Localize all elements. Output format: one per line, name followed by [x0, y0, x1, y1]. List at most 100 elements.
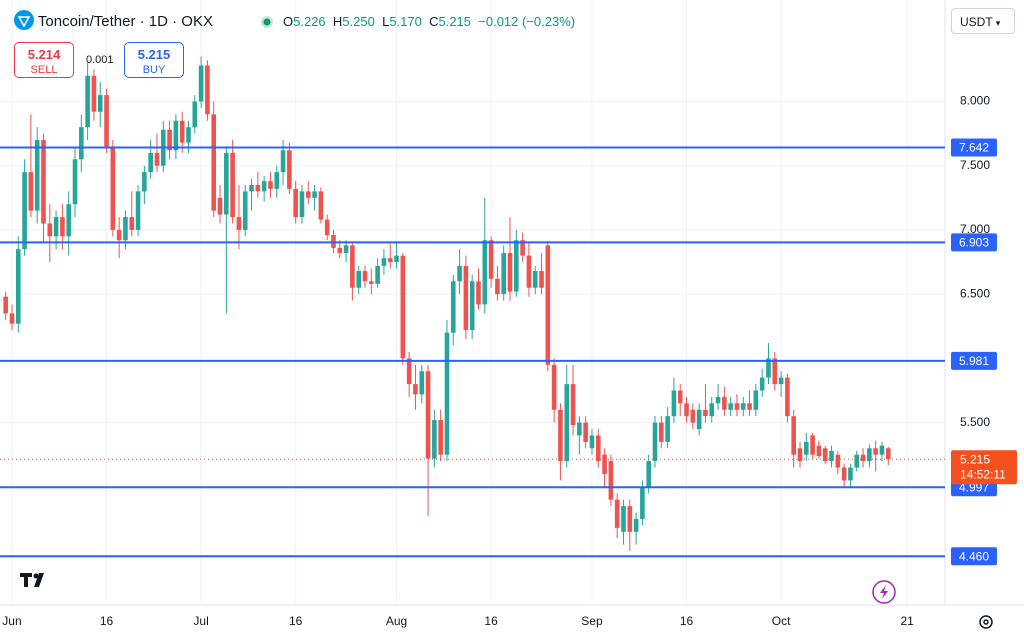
candle-body: [337, 247, 343, 254]
candle-body: [608, 461, 614, 500]
candle-body: [640, 486, 645, 519]
lightning-button[interactable]: [872, 580, 896, 604]
candle-body: [186, 127, 191, 143]
candle-body: [703, 409, 708, 417]
candle-body: [848, 467, 853, 481]
x-tick-label: 16: [289, 614, 303, 628]
candle-body: [709, 403, 715, 417]
ohlc-values: O5.226 H5.250 L5.170 C5.215 −0.012 (−0.2…: [283, 14, 575, 29]
candle-body: [255, 184, 261, 192]
candle-body: [797, 448, 803, 462]
settings-button[interactable]: [979, 615, 993, 629]
symbol-name: Toncoin/Tether · 1D · OKX: [37, 13, 213, 30]
candle-body: [665, 416, 670, 442]
candle-body: [287, 150, 292, 189]
currency-select[interactable]: USDT ▾: [951, 8, 1015, 34]
candle-body: [532, 271, 538, 288]
candle-body: [804, 441, 809, 455]
x-tick-label: Aug: [386, 614, 407, 628]
candle-body: [293, 188, 298, 218]
buy-button[interactable]: 5.215 BUY: [124, 42, 184, 78]
candle-body: [261, 181, 267, 192]
level-label-bg: [951, 547, 997, 566]
candle-body: [369, 281, 374, 284]
candle-body: [9, 313, 15, 324]
candle-body: [318, 191, 324, 220]
candle-body: [520, 240, 525, 256]
x-tick-label: 16: [680, 614, 694, 628]
candle-body: [482, 240, 488, 305]
candle-body: [621, 506, 626, 532]
candle-body: [690, 409, 696, 423]
candle-body: [539, 271, 544, 288]
candle-body: [545, 245, 551, 365]
candle-body: [564, 384, 570, 462]
candle-body: [394, 255, 399, 263]
candle-body: [772, 358, 778, 385]
spread: 0.001: [86, 54, 114, 66]
candle-body: [97, 95, 103, 112]
candle-body: [413, 384, 418, 395]
candle-body: [432, 420, 437, 459]
candle-body: [192, 101, 198, 128]
candle-body: [785, 377, 790, 417]
candle-body: [343, 245, 349, 254]
candle-body: [778, 377, 784, 385]
candle-body: [268, 181, 273, 189]
candle-body: [810, 435, 815, 455]
candle-body: [242, 191, 248, 230]
level-label-bg: [951, 233, 997, 252]
candle-body: [734, 403, 740, 410]
candle-body: [457, 265, 462, 282]
sell-button[interactable]: 5.214 SELL: [14, 42, 74, 78]
candle-body: [425, 371, 431, 459]
candle-body: [236, 217, 242, 230]
candle-body: [356, 271, 362, 288]
symbol-header: Toncoin/Tether · 1D · OKX: [14, 10, 213, 30]
candle-body: [759, 377, 765, 391]
candle-body: [362, 271, 368, 282]
level-label: 6.903: [959, 236, 989, 250]
candle-body: [652, 422, 658, 462]
candle-body: [740, 403, 746, 410]
candle-body: [659, 422, 664, 442]
candle-body: [299, 191, 305, 218]
candle-body: [224, 152, 229, 215]
candle-body: [583, 422, 588, 442]
candle-body: [47, 223, 53, 237]
ohlc-key: L: [382, 14, 390, 29]
candle-body: [696, 409, 702, 430]
candle-body: [66, 204, 72, 237]
candle-body: [450, 281, 456, 333]
candle-body: [627, 506, 633, 532]
candle-body: [841, 467, 847, 481]
y-tick-label: 5.500: [960, 415, 990, 429]
x-tick-label: 21: [900, 614, 914, 628]
candle-body: [22, 172, 27, 250]
y-tick-label: 7.500: [960, 158, 990, 172]
y-tick-label: 8.000: [960, 94, 990, 108]
candle-body: [570, 384, 576, 426]
candle-body: [476, 281, 481, 305]
candle-body: [728, 403, 733, 410]
candle-body: [305, 191, 311, 198]
candle-body: [602, 454, 607, 474]
level-label: 5.981: [959, 354, 989, 368]
candle-body: [835, 454, 841, 468]
candle-body: [375, 265, 380, 284]
candle-body: [179, 120, 185, 143]
candle-body: [142, 172, 147, 192]
candle-body: [34, 140, 40, 211]
buy-label: BUY: [142, 64, 166, 76]
candle-body: [885, 448, 891, 460]
candle-body: [167, 129, 172, 151]
level-label: 4.460: [959, 549, 989, 563]
candle-body: [406, 358, 412, 385]
candle-body: [614, 499, 620, 528]
ohlc-value: 5.226: [293, 14, 326, 29]
candle-body: [469, 281, 475, 331]
candle-body: [860, 454, 866, 462]
candle-body: [110, 146, 116, 230]
candle-body: [249, 184, 254, 192]
